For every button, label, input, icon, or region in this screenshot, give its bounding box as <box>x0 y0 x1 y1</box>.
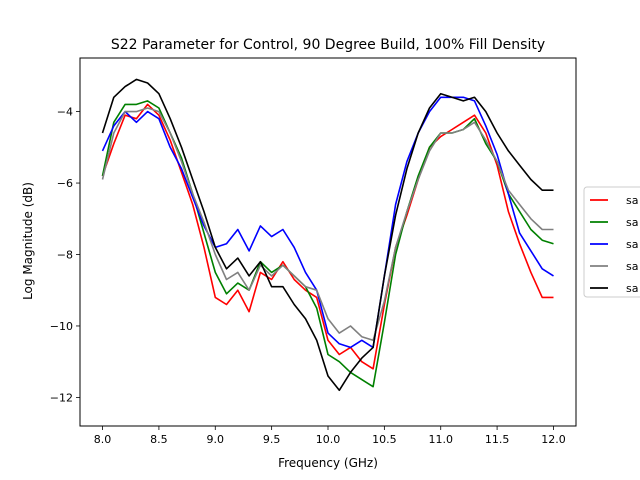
y-tick-label: −12 <box>50 391 73 404</box>
plot-area <box>101 78 554 392</box>
legend-label-1: sa <box>626 194 638 207</box>
x-axis-label: Frequency (GHz) <box>278 456 378 470</box>
y-axis-label: Log Magnitude (dB) <box>21 182 35 300</box>
series-line-3 <box>101 96 554 349</box>
legend-label-5: sa <box>626 282 638 295</box>
y-tick-label: −8 <box>57 249 73 262</box>
legend: sa sa sa sa sa <box>583 186 640 298</box>
chart-title: S22 Parameter for Control, 90 Degree Bui… <box>111 37 545 53</box>
y-tick-label: −4 <box>57 106 73 119</box>
legend-label-3: sa <box>626 238 638 251</box>
y-tick-label: −10 <box>50 320 73 333</box>
x-tick-label: 11.5 <box>485 433 510 446</box>
legend-box <box>583 186 640 298</box>
x-tick-label: 10.0 <box>316 433 341 446</box>
legend-label-2: sa <box>626 216 638 229</box>
series-line-5 <box>101 78 554 392</box>
x-tick-label: 9.5 <box>263 433 281 446</box>
series-line-4 <box>101 107 554 342</box>
x-tick-label: 11.0 <box>428 433 453 446</box>
x-tick-label: 8.5 <box>150 433 168 446</box>
axes: 8.0 8.5 9.0 9.5 10.0 10.5 11.0 11.5 12.0 −12 −10 −8… <box>50 57 577 446</box>
y-tick-label: −6 <box>57 177 73 190</box>
x-tick-label: 9.0 <box>207 433 225 446</box>
legend-label-4: sa <box>626 260 638 273</box>
x-tick-label: 8.0 <box>94 433 112 446</box>
x-tick-label: 12.0 <box>541 433 566 446</box>
x-tick-label: 10.5 <box>372 433 397 446</box>
